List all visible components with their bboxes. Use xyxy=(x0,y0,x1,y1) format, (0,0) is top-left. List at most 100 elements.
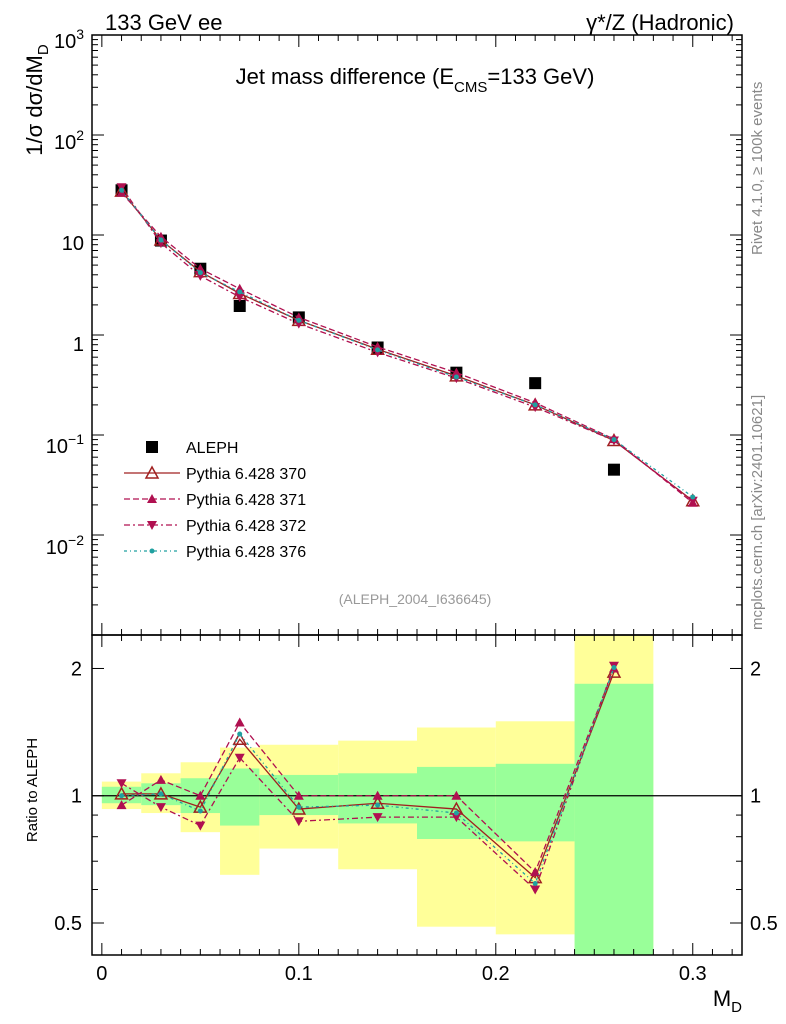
ratio-point xyxy=(195,821,206,831)
lower-plot-frame xyxy=(91,634,743,956)
series-line xyxy=(121,192,694,504)
legend-label: Pythia 6.428 376 xyxy=(186,544,306,561)
ratio-point xyxy=(197,808,203,814)
series-pythia-6-428-376 xyxy=(119,187,696,500)
ratio-point xyxy=(530,867,541,877)
ratio-point xyxy=(530,885,541,895)
ratio-point xyxy=(155,774,166,784)
data-point xyxy=(375,347,381,353)
series-aleph xyxy=(115,184,620,476)
series-pythia-6-428-371 xyxy=(116,187,698,507)
x-tick-label: 0.2 xyxy=(482,963,510,985)
ratio-point xyxy=(372,790,383,800)
ratio-series-pythia-6-428-372 xyxy=(116,661,619,895)
ratio-point xyxy=(370,795,385,809)
legend-marker xyxy=(149,548,155,554)
data-point xyxy=(233,299,246,312)
x-tick-label: 0.3 xyxy=(679,963,707,985)
x-tick-label: 0 xyxy=(96,963,107,985)
data-point xyxy=(234,292,245,302)
data-point xyxy=(611,437,617,443)
ratio-y-tick-label: 2 xyxy=(71,658,82,680)
ratio-point xyxy=(451,813,462,823)
ratio-y-tick-label-right: 2 xyxy=(750,658,761,680)
legend-label: Pythia 6.428 371 xyxy=(186,492,306,509)
lower-y-label: Ratio to ALEPH xyxy=(24,738,41,842)
upper-y-tick-labels: 10−2 10−1 1 10 102 103 xyxy=(46,26,84,559)
series-pythia-6-428-370 xyxy=(114,183,701,507)
data-point xyxy=(158,237,164,243)
ratio-y-tick-label: 0.5 xyxy=(54,913,82,935)
legend-label: Pythia 6.428 372 xyxy=(186,518,306,535)
legend-entry: Pythia 6.428 370 xyxy=(124,465,306,483)
ratio-y-tick-label: 1 xyxy=(71,786,82,808)
data-point xyxy=(234,283,245,293)
ratio-point xyxy=(296,804,302,810)
ratio-point xyxy=(237,731,243,737)
legend-marker xyxy=(146,441,158,453)
data-point xyxy=(296,317,302,323)
ratio-point xyxy=(114,786,129,800)
y-tick-label-1000: 103 xyxy=(54,26,84,53)
x-tick-label: 0.1 xyxy=(285,963,313,985)
ratio-point xyxy=(451,790,462,800)
mcplots-label: mcplots.cern.ch [arXiv:2401.10621] xyxy=(749,395,766,630)
series-line xyxy=(121,186,694,502)
legend-entry: Pythia 6.428 372 xyxy=(124,518,306,535)
ratio-series-pythia-6-428-376 xyxy=(119,665,617,886)
data-point xyxy=(687,496,698,506)
ratio-stat-uncertainty-band xyxy=(220,768,260,826)
ratio-point xyxy=(116,779,127,789)
data-point xyxy=(197,270,203,276)
data-point xyxy=(195,271,206,281)
header-right: γ*/Z (Hadronic) xyxy=(586,10,734,35)
ratio-point xyxy=(232,731,247,746)
ratio-point xyxy=(158,791,164,797)
upper-y-label: 1/σ dσ/dMD xyxy=(22,44,52,156)
ratio-point xyxy=(234,753,245,763)
data-point xyxy=(155,231,166,241)
data-point xyxy=(529,377,542,390)
ratio-point xyxy=(375,802,381,808)
data-point xyxy=(607,463,620,476)
data-point xyxy=(453,374,459,380)
ratio-y-tick-label-right: 1 xyxy=(750,786,761,808)
data-point xyxy=(119,187,125,193)
ratio-point xyxy=(293,790,304,800)
series-pythia-6-428-372 xyxy=(116,183,698,506)
ratio-point xyxy=(532,880,538,886)
rivet-label: Rivet 4.1.0, ≥ 100k events xyxy=(749,82,766,255)
legend-marker xyxy=(147,494,157,503)
analysis-label: (ALEPH_2004_I636645) xyxy=(339,591,492,607)
y-tick-label-100: 102 xyxy=(54,127,84,154)
ratio-point xyxy=(155,803,166,813)
legend-marker xyxy=(147,521,157,530)
legend-label: ALEPH xyxy=(186,440,238,457)
legend-entry: ALEPH xyxy=(146,440,238,457)
ratio-y-tick-label-right: 0.5 xyxy=(750,913,778,935)
ratio-point xyxy=(291,801,307,815)
ratio-point xyxy=(195,790,206,800)
ratio-point xyxy=(453,810,459,816)
legend-label: Pythia 6.428 370 xyxy=(186,466,306,483)
ratio-point xyxy=(372,813,383,823)
data-point xyxy=(690,494,696,500)
data-point xyxy=(532,402,538,408)
ratio-point xyxy=(116,800,127,810)
y-tick-label-10: 10 xyxy=(62,233,84,255)
ratio-point xyxy=(611,665,617,671)
series-line xyxy=(121,189,694,498)
ratio-point xyxy=(293,817,304,827)
header-left: 133 GeV ee xyxy=(105,10,222,35)
y-tick-label-1: 1 xyxy=(73,334,84,356)
data-point xyxy=(237,289,243,295)
legend-entry: Pythia 6.428 371 xyxy=(124,492,306,509)
y-tick-label-1e-2: 10−2 xyxy=(46,532,84,559)
ratio-point xyxy=(234,717,245,727)
data-point xyxy=(530,403,541,413)
legend-marker xyxy=(144,465,160,479)
legend-entry: Pythia 6.428 376 xyxy=(124,544,306,561)
plot-title: Jet mass difference (ECMS=133 GeV) xyxy=(236,64,595,96)
y-tick-label-1e-1: 10−1 xyxy=(46,431,84,458)
